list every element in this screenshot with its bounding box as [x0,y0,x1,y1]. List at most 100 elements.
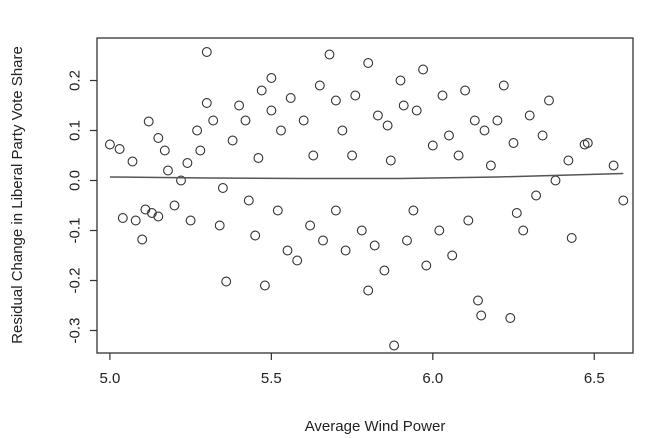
data-point [298,115,309,126]
data-point [566,233,577,243]
y-tick-label: 0.0 [67,170,84,191]
data-point [114,144,125,154]
fit-line [109,172,624,180]
data-point [253,153,264,163]
data-point [469,115,480,126]
y-tick-label: 0.1 [67,120,84,141]
data-point [201,98,212,108]
data-point [143,116,154,127]
data-point [444,130,454,141]
data-point [182,158,193,168]
y-axis-label: Residual Change in Liberal Party Vote Sh… [9,46,26,344]
y-tick-label: -0.1 [67,218,84,244]
data-point [159,145,170,156]
data-point [385,155,396,166]
x-axis-label: Average Wind Power [305,418,446,435]
data-point [363,285,374,296]
data-point [292,255,303,266]
data-point [485,160,496,171]
data-point [411,105,422,116]
data-point [460,85,471,96]
data-point [250,230,261,241]
data-point [266,73,277,83]
data-point [314,80,325,91]
data-point [369,240,380,251]
data-point [511,208,522,218]
data-point [382,120,393,131]
data-point [356,225,367,236]
x-tick-label: 6.5 [584,370,605,387]
data-point [434,225,445,236]
plot-area [96,37,634,354]
data-point [243,195,254,206]
x-tick-label: 5.0 [99,370,120,387]
data-point [153,211,164,222]
data-point [508,138,519,148]
data-point [427,140,438,151]
data-point [476,310,487,321]
data-point [479,125,490,136]
data-point [272,205,283,216]
data-point [305,220,316,231]
data-point [208,115,219,126]
data-point [153,133,164,143]
data-point [531,190,542,201]
data-point [492,115,503,126]
data-point [518,225,529,236]
data-points [104,47,629,351]
data-point [463,215,474,226]
data-point [498,80,509,91]
data-point [221,276,232,287]
data-point [408,205,419,216]
data-point [418,64,429,75]
data-point [379,265,390,276]
data-point [227,135,238,146]
data-point [505,313,516,323]
plot-frame [96,37,634,354]
x-tick-label: 6.0 [422,370,443,387]
data-point [372,110,383,121]
data-point [285,93,296,103]
data-point [363,58,374,68]
data-point [201,47,212,57]
data-point [421,260,432,271]
data-point [234,100,245,111]
data-point [398,100,409,111]
data-point [282,245,293,256]
data-point [537,130,548,141]
data-point [276,125,286,136]
data-point [453,150,464,161]
data-point [582,138,593,148]
data-point [330,95,341,106]
data-point [550,175,561,186]
y-tick-label: -0.3 [67,318,84,344]
x-tick-label: 5.5 [261,370,282,387]
data-point [192,125,203,136]
data-point [256,85,267,96]
data-point [137,234,148,245]
data-point [618,195,629,206]
data-point [130,215,141,226]
data-point [104,139,115,150]
data-point [330,205,341,216]
data-point [608,160,619,171]
data-point [324,49,335,60]
data-point [395,75,406,86]
data-point [389,340,400,351]
data-point [402,235,412,246]
data-point [318,235,328,246]
y-tick-label: -0.2 [67,268,84,294]
data-point [563,155,574,166]
data-point [117,213,128,223]
data-point [437,90,448,101]
data-point [308,150,319,161]
y-tick-label: 0.2 [67,70,84,91]
data-point [176,175,186,186]
x-axis: 5.0 5.5 6.0 6.5 [99,353,605,387]
data-point [350,90,361,101]
data-point [214,220,225,231]
data-point [337,125,348,136]
data-point [127,156,138,167]
data-point [259,280,270,291]
data-point [240,115,251,126]
